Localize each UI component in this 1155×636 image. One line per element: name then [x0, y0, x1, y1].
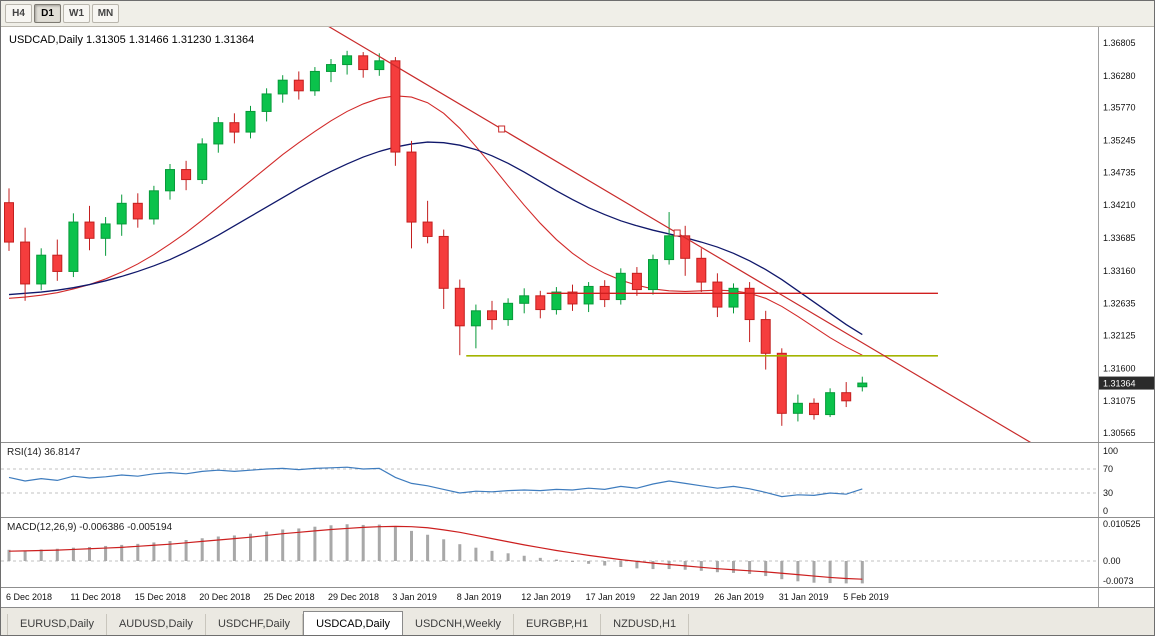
tab-usdchf-daily[interactable]: USDCHF,Daily [206, 614, 304, 635]
tab-audusd-daily[interactable]: AUDUSD,Daily [107, 614, 206, 635]
macd-label: MACD(12,26,9) -0.006386 -0.005194 [7, 522, 173, 533]
chart-tabs: EURUSD,Daily AUDUSD,Daily USDCHF,Daily U… [1, 607, 1154, 635]
date-label: 11 Dec 2018 [70, 592, 121, 602]
date-label: 26 Jan 2019 [714, 592, 764, 602]
ma-fast-line [8, 95, 863, 356]
rsi-line [8, 466, 863, 498]
price-chart-panel: 1.36805 1.36280 1.35770 1.35245 1.34735 1.342… [1, 27, 1154, 442]
svg-text:70: 70 [1103, 464, 1113, 474]
svg-text:1.34735: 1.34735 [1103, 167, 1136, 177]
tab-usdcad-daily[interactable]: USDCAD,Daily [303, 611, 404, 635]
date-label: 31 Jan 2019 [778, 592, 829, 602]
svg-text:1.33160: 1.33160 [1103, 266, 1136, 276]
svg-text:1.32635: 1.32635 [1103, 299, 1136, 309]
date-label: 17 Jan 2019 [585, 592, 636, 602]
trendline-handle[interactable] [498, 125, 506, 133]
macd-axis-labels[interactable]: 0.010525 0.00 -0.0073 [1103, 519, 1141, 586]
rsi-canvas[interactable]: 100 70 30 0 RSI(14) 36.8147 [1, 443, 1155, 517]
rsi-label: RSI(14) 36.8147 [7, 447, 81, 458]
tab-nzdusd-h1[interactable]: NZDUSD,H1 [601, 614, 690, 635]
svg-text:1.36805: 1.36805 [1103, 38, 1136, 48]
date-label: 12 Jan 2019 [521, 592, 571, 602]
timeframe-d1-button[interactable]: D1 [34, 4, 61, 23]
tab-eurgbp-h1[interactable]: EURGBP,H1 [514, 614, 602, 635]
date-label: 3 Jan 2019 [392, 592, 437, 602]
macd-histogram [7, 524, 864, 584]
svg-text:30: 30 [1103, 488, 1113, 498]
svg-text:1.33685: 1.33685 [1103, 233, 1136, 243]
svg-text:1.35245: 1.35245 [1103, 136, 1136, 146]
date-label: 6 Dec 2018 [6, 592, 53, 602]
svg-text:1.35770: 1.35770 [1103, 103, 1136, 113]
chart-title: USDCAD,Daily 1.31305 1.31466 1.31230 1.3… [9, 34, 254, 46]
date-label: 22 Jan 2019 [650, 592, 700, 602]
tab-eurusd-daily[interactable]: EURUSD,Daily [7, 614, 107, 635]
candles [4, 50, 868, 426]
svg-text:1.30565: 1.30565 [1103, 428, 1136, 438]
time-axis[interactable]: 6 Dec 2018 11 Dec 2018 15 Dec 2018 20 Dec 2… [1, 587, 1154, 607]
svg-text:1.34210: 1.34210 [1103, 200, 1136, 210]
rsi-axis-labels[interactable]: 100 70 30 0 [1103, 446, 1118, 516]
date-label: 15 Dec 2018 [134, 592, 186, 602]
date-label: 5 Feb 2019 [843, 592, 889, 602]
trendline-handle[interactable] [673, 229, 681, 237]
timeframe-h4-button[interactable]: H4 [5, 4, 32, 23]
moving-averages [8, 95, 863, 356]
macd-panel: 0.010525 0.00 -0.0073 MACD(12,26,9) -0.0063… [1, 517, 1154, 587]
macd-signal-line [8, 525, 863, 580]
svg-text:1.32125: 1.32125 [1103, 331, 1136, 341]
timeframe-toolbar: H4 D1 W1 MN [1, 1, 1154, 27]
svg-text:0.010525: 0.010525 [1103, 519, 1141, 529]
date-label: 20 Dec 2018 [199, 592, 251, 602]
timeframe-mn-button[interactable]: MN [92, 4, 119, 23]
macd-canvas[interactable]: 0.010525 0.00 -0.0073 MACD(12,26,9) -0.0063… [1, 518, 1155, 587]
svg-text:0.00: 0.00 [1103, 556, 1121, 566]
price-axis-labels[interactable]: 1.36805 1.36280 1.35770 1.35245 1.34735 1.342… [1103, 38, 1136, 438]
svg-text:0: 0 [1103, 506, 1108, 516]
date-label: 29 Dec 2018 [328, 592, 380, 602]
svg-text:1.36280: 1.36280 [1103, 71, 1136, 81]
timeframe-w1-button[interactable]: W1 [63, 4, 90, 23]
svg-text:1.31600: 1.31600 [1103, 363, 1136, 373]
svg-text:100: 100 [1103, 446, 1118, 456]
date-label: 8 Jan 2019 [456, 592, 502, 602]
current-price-badge [1099, 376, 1154, 390]
ma-slow-line [8, 141, 863, 336]
rsi-panel: 100 70 30 0 RSI(14) 36.8147 [1, 442, 1154, 517]
svg-text:1.31075: 1.31075 [1103, 396, 1136, 406]
price-chart-canvas[interactable]: 1.36805 1.36280 1.35770 1.35245 1.34735 1.342… [1, 27, 1155, 442]
current-price-badge-text: 1.31364 [1103, 379, 1136, 389]
svg-text:-0.0073: -0.0073 [1103, 576, 1134, 586]
tab-usdcnh-weekly[interactable]: USDCNH,Weekly [403, 614, 515, 635]
date-label: 25 Dec 2018 [263, 592, 315, 602]
